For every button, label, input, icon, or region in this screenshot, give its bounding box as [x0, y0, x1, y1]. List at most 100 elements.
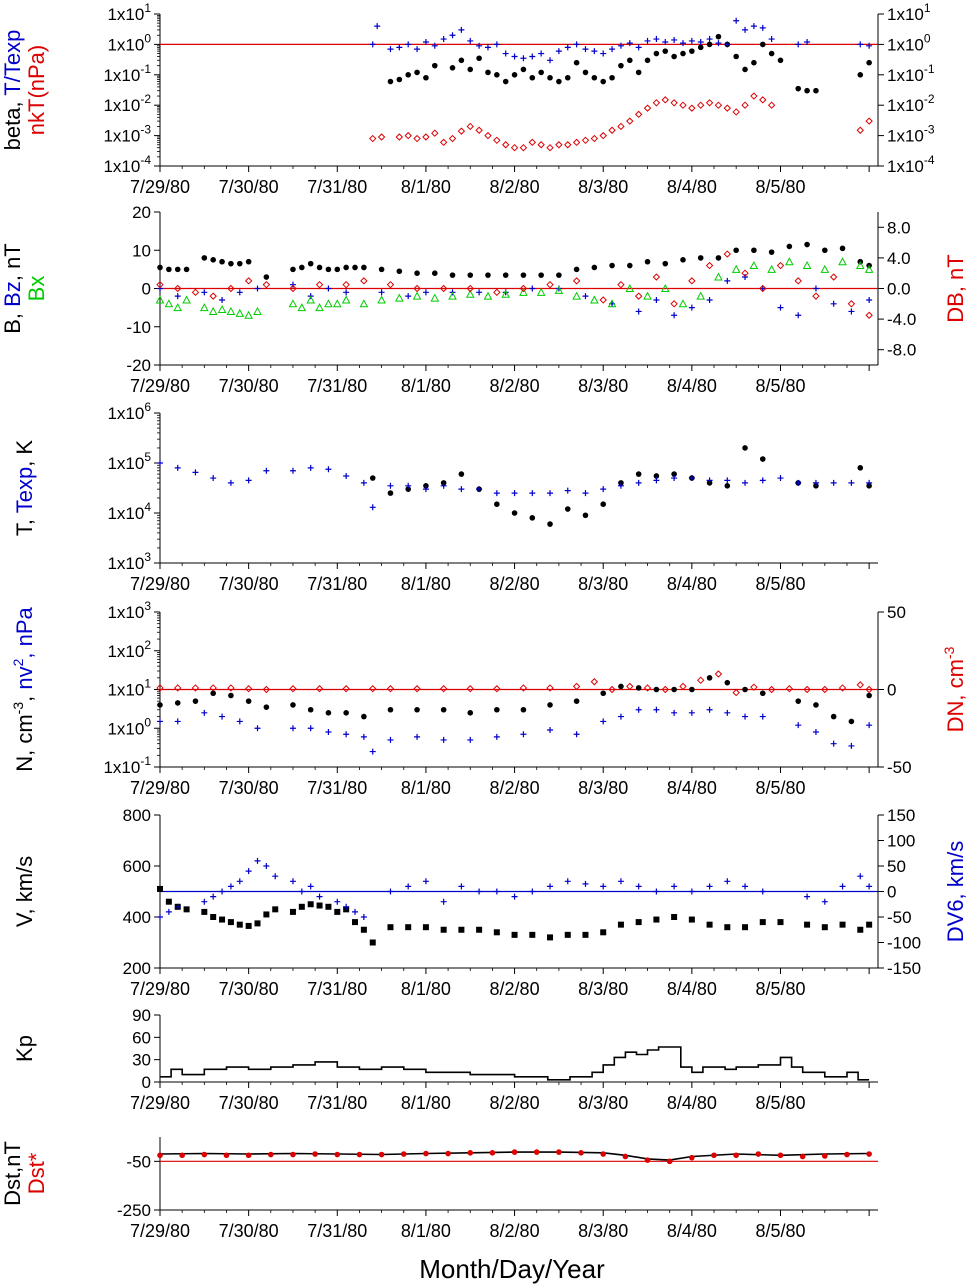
data-point: [591, 264, 598, 271]
data-point: [227, 684, 235, 692]
data-point: [723, 250, 732, 258]
data-point: [520, 66, 527, 73]
y-tick-label: 400: [123, 908, 151, 927]
data-point: [174, 684, 182, 692]
data-point: [804, 921, 811, 928]
data-point: [519, 287, 528, 296]
data-point: [822, 1153, 828, 1159]
x-tick-label: 8/3/80: [578, 979, 628, 999]
y-tick-label: 1x10-1: [103, 754, 151, 777]
data-point: [165, 908, 172, 915]
data-point: [361, 264, 367, 271]
data-point: [590, 134, 599, 143]
data-point: [201, 709, 208, 716]
data-point: [622, 1153, 629, 1160]
data-point: [733, 53, 739, 60]
data-point: [556, 78, 562, 85]
data-point: [661, 96, 669, 104]
data-point: [182, 295, 191, 304]
data-point: [210, 893, 217, 900]
data-point: [476, 926, 483, 933]
right-y-tick-label: 0.0: [887, 280, 911, 299]
data-point: [635, 919, 642, 926]
data-point: [236, 718, 243, 725]
series-nv2: [157, 706, 873, 755]
data-point: [467, 736, 474, 743]
data-point: [519, 143, 528, 152]
data-point: [307, 706, 314, 713]
data-point: [374, 23, 381, 30]
left-axis-label: T, Texp, K: [12, 440, 37, 537]
data-point: [395, 133, 404, 141]
data-point: [502, 272, 509, 278]
data-point: [741, 269, 749, 277]
data-point: [679, 101, 687, 109]
data-point: [476, 42, 483, 49]
y-tick-label: 1x10-3: [103, 123, 151, 146]
data-point: [297, 303, 307, 312]
x-tick-label: 7/30/80: [219, 1093, 279, 1113]
data-point: [422, 38, 429, 45]
data-point: [405, 486, 411, 492]
data-point: [312, 1151, 318, 1157]
data-point: [467, 66, 474, 73]
data-point: [263, 467, 270, 474]
data-point: [804, 87, 810, 94]
data-point: [307, 464, 314, 471]
data-point: [635, 479, 642, 486]
data-point: [412, 291, 422, 300]
data-point: [465, 289, 475, 298]
data-point: [865, 685, 873, 694]
data-point: [360, 277, 368, 285]
data-point: [493, 929, 500, 936]
x-tick-label: 7/29/80: [130, 177, 190, 197]
series-line: [160, 1046, 870, 1081]
data-point: [466, 284, 474, 293]
data-point: [578, 1150, 584, 1156]
data-point: [156, 280, 164, 289]
right-y-tick-label: 0: [887, 681, 896, 700]
data-point: [192, 469, 199, 476]
data-point: [201, 289, 208, 296]
data-point: [866, 479, 873, 486]
data-point: [821, 685, 829, 694]
x-tick-label: 7/31/80: [307, 1093, 367, 1113]
y-tick-label: 200: [123, 959, 151, 978]
data-point: [777, 475, 784, 482]
data-point: [626, 117, 634, 125]
data-point: [662, 48, 669, 54]
panel-velocity: 800 600 400 200 150 100 50 0 -50 -100 -150 7/29/80 7…: [12, 806, 968, 999]
data-point: [343, 472, 350, 479]
data-point: [245, 698, 252, 704]
data-point: [688, 304, 695, 311]
data-point: [494, 501, 500, 507]
data-point: [857, 465, 864, 471]
data-point: [564, 878, 571, 885]
data-point: [174, 700, 181, 706]
data-point: [751, 59, 757, 66]
data-point: [848, 479, 855, 486]
data-point: [405, 72, 411, 78]
data-point: [652, 99, 661, 107]
data-point: [776, 261, 785, 270]
right-y-tick-label: -8.0: [887, 341, 916, 360]
x-tick-label: 7/30/80: [219, 574, 279, 594]
data-point: [210, 690, 216, 697]
data-point: [799, 1153, 806, 1160]
data-point: [157, 285, 163, 292]
data-point: [820, 264, 830, 273]
data-point: [742, 883, 749, 890]
data-point: [599, 131, 607, 140]
data-point: [635, 471, 642, 477]
data-point: [387, 736, 394, 743]
data-point: [582, 880, 589, 887]
data-point: [547, 934, 554, 941]
y-tick-label: 1x101: [107, 677, 151, 700]
y-tick-label: 1x102: [107, 638, 151, 661]
data-point: [635, 883, 642, 890]
data-point: [467, 1150, 474, 1156]
data-point: [529, 74, 536, 81]
data-point: [689, 686, 695, 693]
data-point: [440, 482, 447, 489]
data-point: [467, 272, 474, 278]
